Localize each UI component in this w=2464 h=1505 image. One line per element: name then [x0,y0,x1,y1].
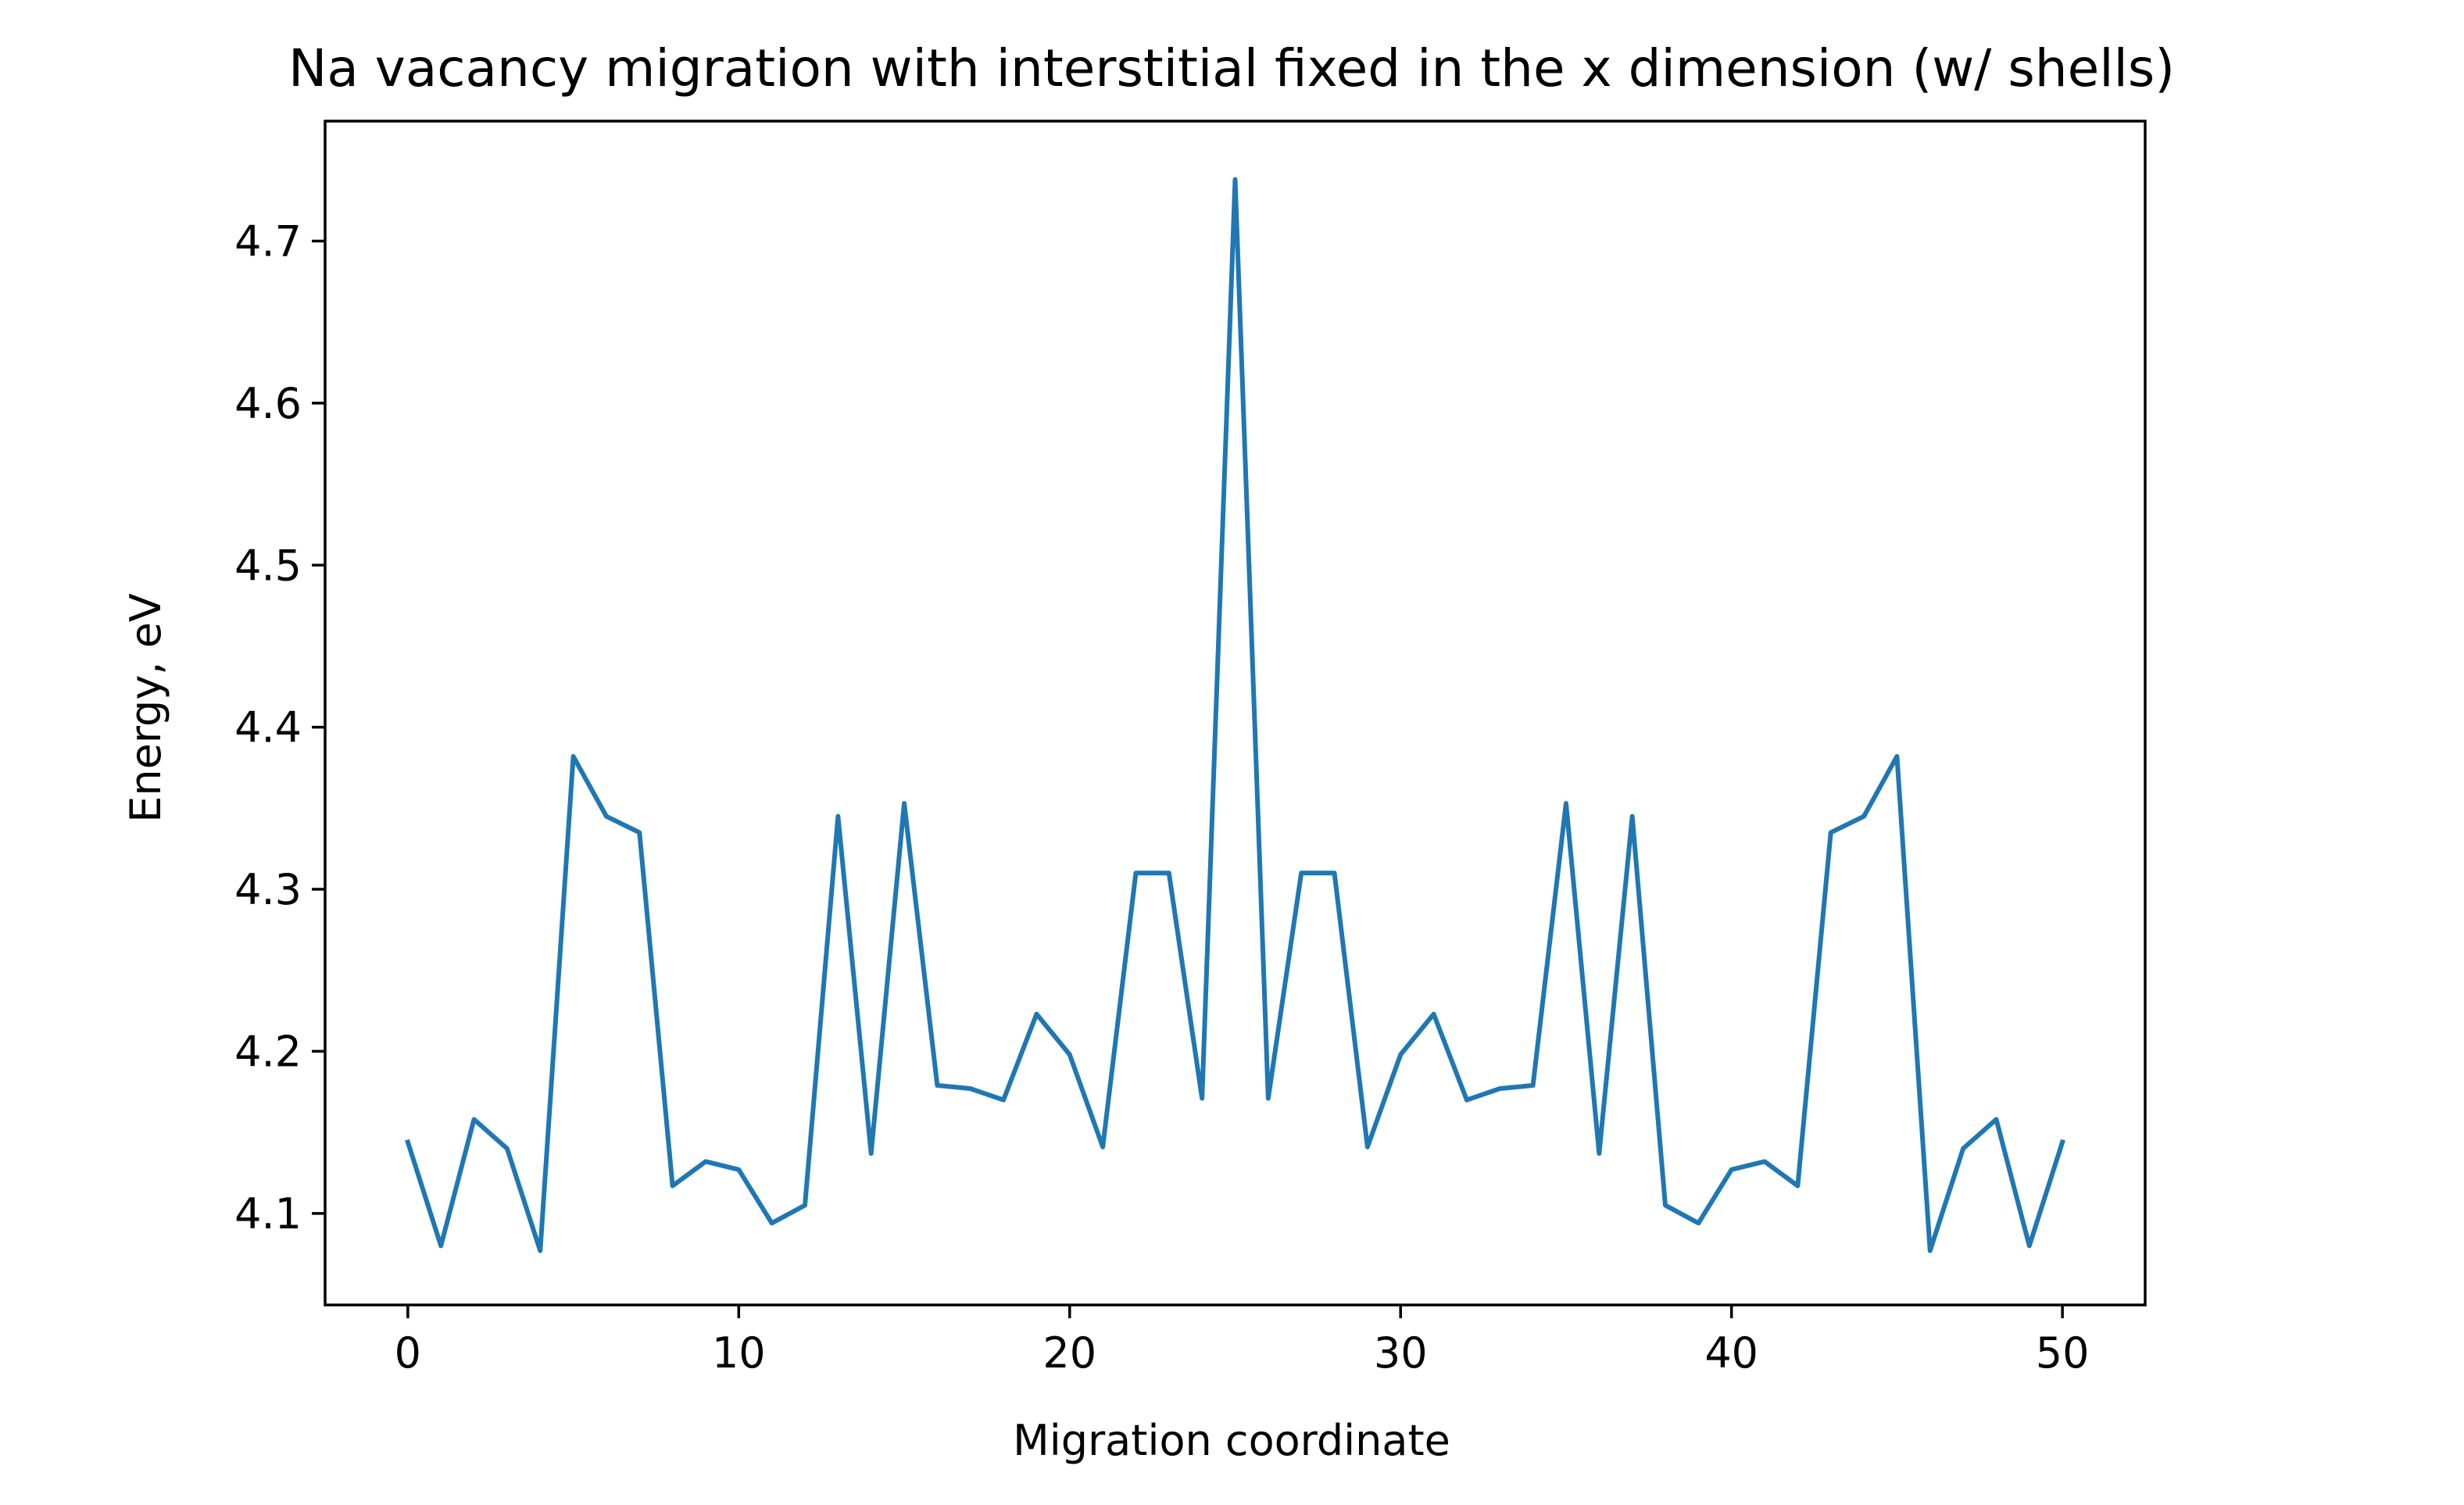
plot-layer: 0 10 20 30 40 50 4.1 4.2 4.3 4.4 4.5 4.6 4.7 [234,120,2147,1378]
y-tick-label: 4.7 [234,216,302,266]
y-tick-label: 4.6 [234,379,302,428]
y-tick-label: 4.4 [234,703,302,752]
x-tick-label: 10 [712,1328,766,1378]
y-tick-label: 4.5 [234,541,302,590]
y-tick-label: 4.2 [234,1027,302,1076]
chart-title: Na vacancy migration with interstitial f… [288,38,2175,98]
plot-frame [324,120,2147,1307]
y-axis-title: Energy, eV [121,593,170,823]
x-tick-label: 50 [2036,1328,2090,1378]
x-tick-label: 40 [1704,1328,1758,1378]
x-tick-label: 20 [1042,1328,1096,1378]
x-tick-label: 0 [395,1328,421,1378]
x-tick-label: 30 [1374,1328,1428,1378]
x-axis-title: Migration coordinate [1013,1416,1450,1465]
series-line-0 [405,177,2065,1253]
y-tick-label: 4.3 [234,865,302,914]
y-tick-label: 4.1 [234,1189,302,1239]
